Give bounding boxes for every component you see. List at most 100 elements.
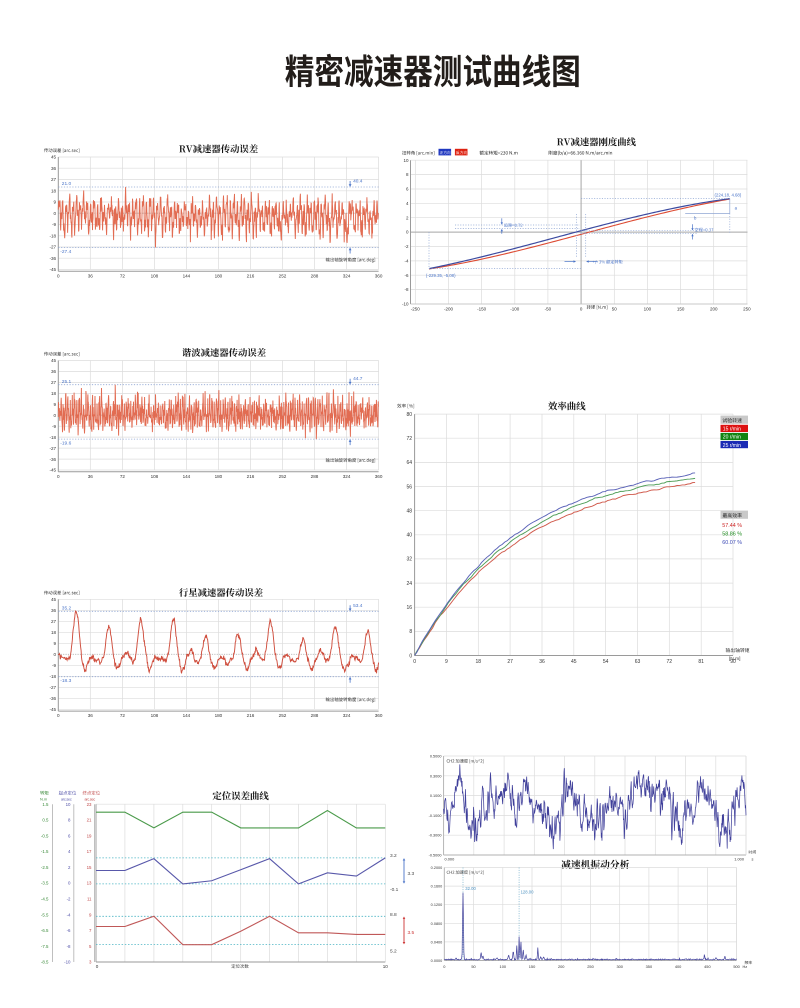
svg-text:50: 50: [612, 307, 618, 312]
svg-text:0.1600: 0.1600: [431, 885, 443, 889]
svg-text:8: 8: [409, 629, 412, 635]
svg-text:216: 216: [247, 474, 255, 479]
svg-text:-3.5: -3.5: [41, 881, 49, 886]
svg-text:0: 0: [96, 964, 99, 969]
svg-text:0.000: 0.000: [445, 857, 456, 862]
svg-text:150: 150: [677, 307, 685, 312]
svg-text:-2: -2: [67, 897, 71, 902]
svg-text:-45: -45: [49, 468, 56, 473]
svg-text:180: 180: [215, 713, 223, 718]
svg-text:20 r/min: 20 r/min: [723, 435, 741, 441]
svg-text:-0.5: -0.5: [41, 833, 49, 838]
svg-text:35.2: 35.2: [62, 606, 72, 612]
svg-text:0.0000: 0.0000: [431, 959, 443, 963]
svg-text:40.4: 40.4: [353, 179, 363, 185]
svg-text:-50: -50: [545, 307, 552, 312]
svg-text:-0.3000: -0.3000: [429, 834, 442, 838]
svg-text:1.5: 1.5: [42, 802, 49, 807]
svg-text:-10: -10: [64, 960, 71, 965]
svg-text:-8: -8: [67, 944, 71, 949]
svg-text:58.86 %: 58.86 %: [722, 532, 742, 538]
svg-text:13: 13: [87, 881, 92, 886]
svg-text:-27.4: -27.4: [60, 249, 71, 255]
svg-text:-5.5: -5.5: [41, 912, 49, 917]
svg-text:288: 288: [311, 273, 319, 278]
svg-text:0.3000: 0.3000: [430, 774, 442, 778]
svg-text:6: 6: [406, 187, 409, 192]
svg-text:-6.5: -6.5: [41, 928, 49, 933]
svg-text:0: 0: [57, 273, 60, 278]
svg-text:-27: -27: [49, 685, 56, 690]
svg-text:0.5: 0.5: [42, 818, 49, 823]
svg-text:27: 27: [507, 659, 513, 665]
svg-text:-250: -250: [411, 307, 421, 312]
svg-text:0: 0: [54, 211, 57, 216]
svg-text:48: 48: [407, 509, 413, 515]
svg-text:10: 10: [403, 158, 409, 163]
svg-text:360: 360: [375, 713, 383, 718]
svg-text:18: 18: [51, 391, 57, 396]
svg-text:360: 360: [375, 474, 383, 479]
svg-text:8: 8: [406, 172, 409, 177]
svg-text:-0.5000: -0.5000: [429, 854, 442, 858]
svg-text:72: 72: [120, 273, 126, 278]
svg-text:7: 7: [89, 928, 92, 933]
svg-text:-10: -10: [402, 302, 409, 307]
svg-text:-18: -18: [49, 233, 56, 238]
svg-text:0.0800: 0.0800: [431, 922, 443, 926]
svg-text:18: 18: [51, 630, 57, 635]
svg-text:27: 27: [51, 619, 57, 624]
svg-text:4: 4: [68, 849, 71, 854]
svg-text:23: 23: [87, 802, 92, 807]
svg-text:-36: -36: [49, 696, 56, 701]
svg-text:3.2: 3.2: [390, 853, 397, 859]
svg-text:10: 10: [66, 802, 71, 807]
svg-text:252: 252: [279, 713, 287, 718]
svg-text:72: 72: [120, 713, 126, 718]
svg-text:36: 36: [88, 713, 94, 718]
svg-text:0: 0: [409, 653, 412, 659]
svg-text:-9: -9: [52, 222, 57, 227]
svg-text:25 r/min: 25 r/min: [723, 443, 741, 449]
svg-text:b: b: [694, 216, 697, 221]
svg-text:200: 200: [558, 964, 565, 969]
svg-text:24: 24: [407, 581, 413, 587]
svg-text:288: 288: [311, 474, 319, 479]
svg-text:0.5000: 0.5000: [430, 755, 442, 759]
svg-text:-0.1: -0.1: [390, 887, 399, 893]
svg-text:0.1200: 0.1200: [431, 903, 443, 907]
svg-text:arc.sec: arc.sec: [61, 798, 72, 802]
svg-text:64: 64: [407, 460, 413, 466]
svg-text:288: 288: [311, 713, 319, 718]
svg-text:252: 252: [279, 474, 287, 479]
svg-text:-0.1000: -0.1000: [429, 814, 442, 818]
svg-text:-100: -100: [510, 307, 520, 312]
svg-text:400: 400: [675, 964, 682, 969]
svg-text:100: 100: [644, 307, 652, 312]
svg-text:0: 0: [57, 474, 60, 479]
svg-text:144: 144: [183, 713, 191, 718]
svg-text:6: 6: [68, 833, 71, 838]
svg-text:108: 108: [151, 713, 159, 718]
svg-text:36: 36: [51, 369, 57, 374]
svg-text:9: 9: [445, 659, 448, 665]
svg-text:54: 54: [603, 659, 609, 665]
svg-text:3: 3: [89, 960, 92, 965]
svg-text:252: 252: [279, 273, 287, 278]
svg-text:s: s: [752, 857, 754, 862]
svg-text:-18.3: -18.3: [60, 678, 71, 684]
svg-text:a: a: [735, 206, 738, 211]
svg-text:250: 250: [743, 307, 751, 312]
svg-text:-200: -200: [444, 307, 454, 312]
svg-text:-27: -27: [49, 446, 56, 451]
svg-text:-8: -8: [404, 287, 408, 292]
svg-text:44.7: 44.7: [353, 376, 363, 382]
svg-text:32.00: 32.00: [465, 886, 476, 891]
svg-text:-45: -45: [49, 267, 56, 272]
svg-text:500: 500: [733, 964, 740, 969]
svg-text:-45: -45: [49, 707, 56, 712]
svg-text:40: 40: [407, 533, 413, 539]
svg-text:arc.sec: arc.sec: [85, 798, 96, 802]
svg-text:21: 21: [87, 818, 92, 823]
svg-text:72: 72: [667, 659, 673, 665]
